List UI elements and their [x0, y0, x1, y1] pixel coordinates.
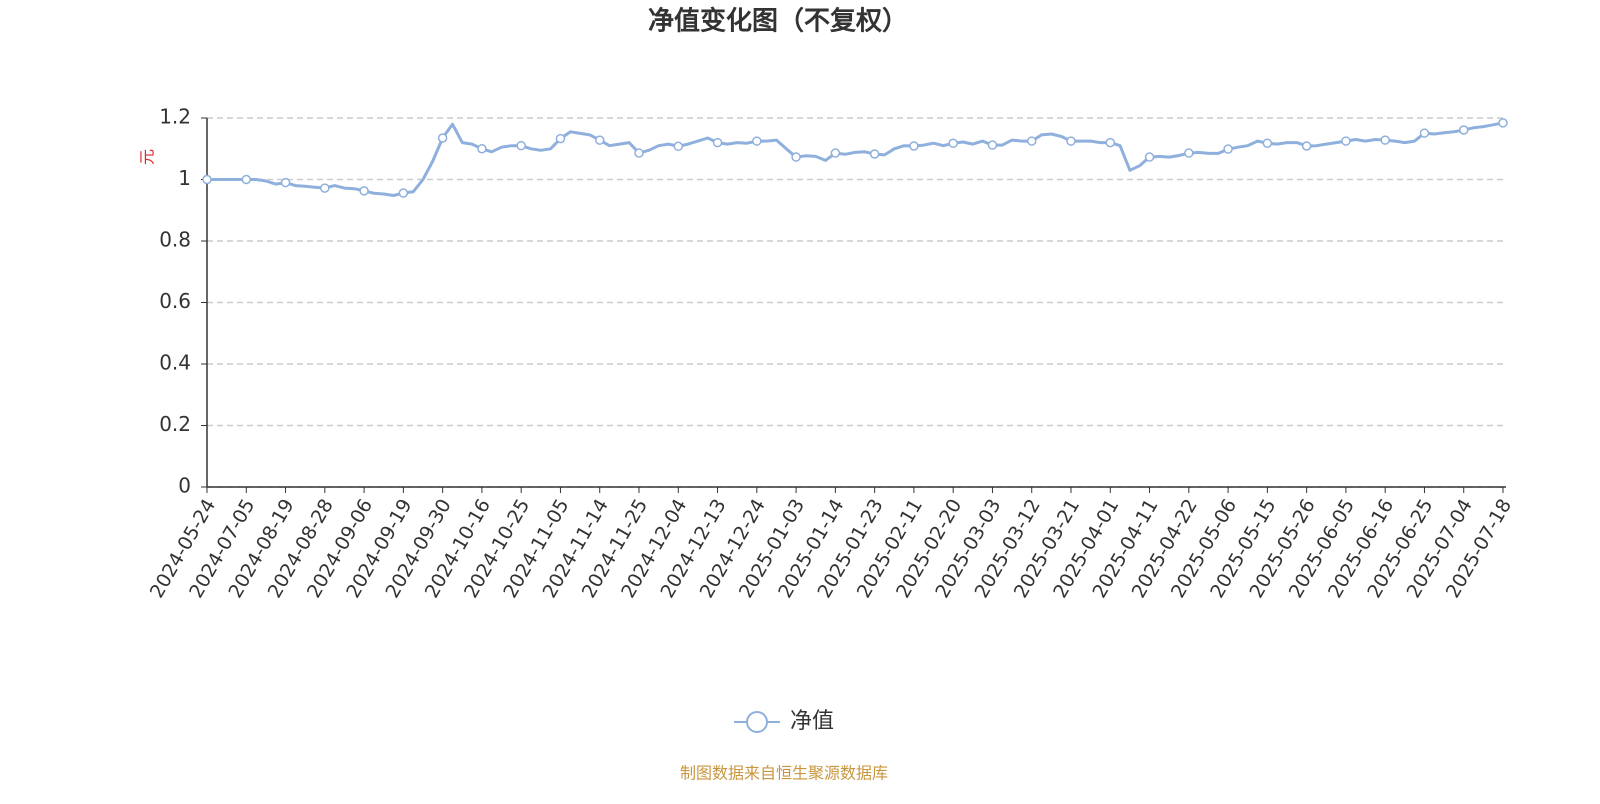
point-marker	[1223, 144, 1233, 154]
y-tick-label: 1.2	[159, 105, 191, 129]
point-marker	[1341, 136, 1351, 146]
point-marker	[1262, 138, 1273, 148]
point-marker	[1301, 141, 1312, 151]
chart-title: 净值变化图（不复权）	[648, 6, 908, 37]
point-marker	[516, 140, 526, 151]
point-marker	[555, 133, 566, 144]
point-marker	[241, 174, 252, 185]
point-marker	[320, 183, 330, 193]
point-marker	[1105, 137, 1116, 148]
line-series	[207, 121, 1504, 197]
y-tick-label: 0	[178, 474, 191, 498]
source-note: 制图数据来自恒生聚源数据库	[680, 764, 888, 783]
point-marker	[1066, 136, 1076, 146]
legend-marker	[746, 711, 768, 733]
point-marker	[909, 141, 919, 151]
point-marker	[752, 136, 762, 146]
legend-label: 净值	[790, 709, 834, 734]
point-marker	[1144, 152, 1155, 162]
point-marker	[1184, 148, 1194, 158]
point-marker	[280, 177, 291, 188]
y-tick-label: 0.2	[159, 412, 191, 436]
point-marker	[948, 138, 958, 148]
y-tick-label: 0.4	[159, 351, 191, 375]
point-marker	[477, 144, 487, 154]
y-tick-label: 0.6	[159, 289, 191, 313]
point-marker	[634, 148, 644, 158]
point-marker	[791, 152, 801, 162]
point-marker	[202, 174, 212, 185]
point-marker	[594, 135, 605, 145]
point-marker	[712, 137, 723, 148]
point-marker	[673, 141, 684, 152]
point-marker	[1419, 128, 1430, 138]
point-marker	[869, 149, 880, 159]
point-marker	[437, 133, 448, 143]
y-tick-label: 0.8	[159, 228, 191, 252]
point-marker	[1026, 136, 1037, 146]
point-marker	[1380, 135, 1390, 145]
point-marker	[398, 188, 409, 198]
point-marker	[1498, 118, 1508, 128]
point-marker	[830, 148, 841, 158]
y-axis-label: 元	[138, 149, 157, 165]
point-marker	[1458, 125, 1469, 135]
point-marker	[359, 186, 369, 196]
point-marker	[987, 140, 998, 150]
y-tick-label: 1	[178, 166, 191, 190]
